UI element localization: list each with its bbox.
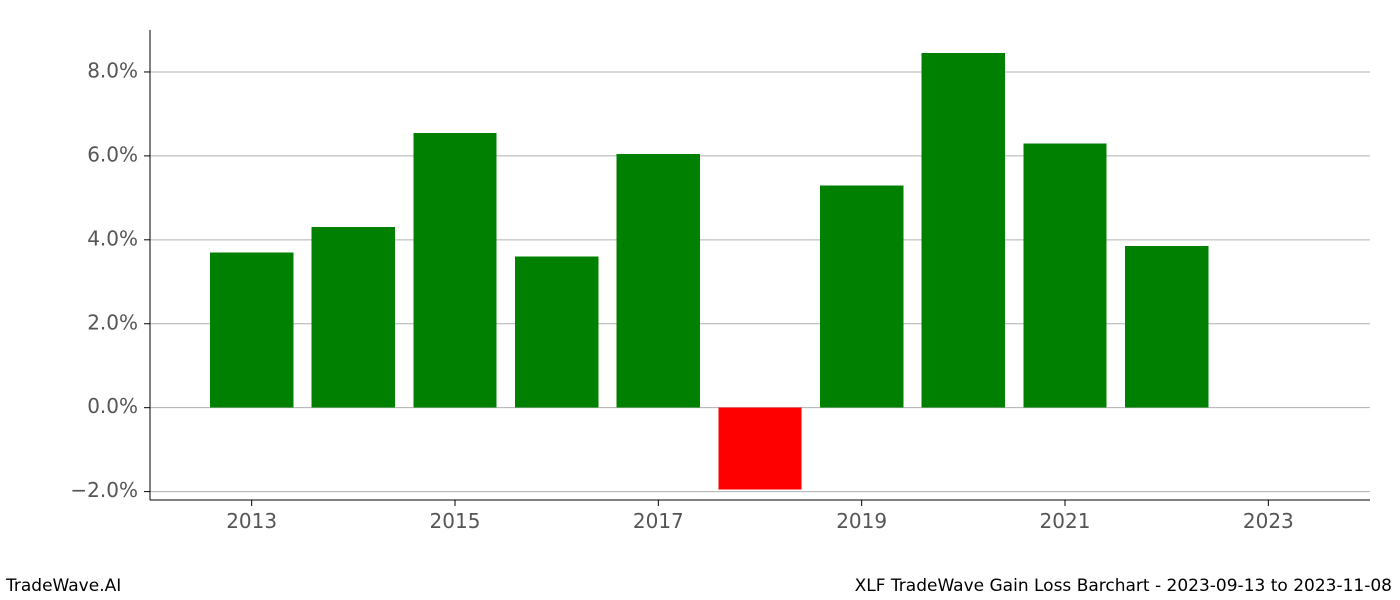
chart-svg: −2.0% 0.0% 2.0% 4.0% 6.0% 8.0% 2013 2015 2017 201…	[0, 0, 1400, 600]
x-tick-label: 2021	[1040, 509, 1091, 533]
bar-2013	[210, 252, 293, 407]
x-tick-label: 2023	[1243, 509, 1294, 533]
y-tick-label: 8.0%	[87, 58, 138, 82]
bar-2014	[312, 227, 395, 407]
footer-brand: TradeWave.AI	[6, 576, 121, 596]
y-tick-label: 4.0%	[87, 226, 138, 250]
x-tick-label: 2013	[226, 509, 277, 533]
bar-2015	[413, 133, 496, 408]
gain-loss-barchart: −2.0% 0.0% 2.0% 4.0% 6.0% 8.0% 2013 2015 2017 201…	[0, 0, 1400, 600]
bar-2020	[922, 53, 1005, 408]
bar-2019	[820, 185, 903, 407]
bar-2017	[617, 154, 700, 408]
bar-2021	[1023, 143, 1106, 407]
bar-2022	[1125, 246, 1208, 408]
bar-2018	[718, 408, 801, 490]
y-tick-label: 6.0%	[87, 142, 138, 166]
y-tick-label: 2.0%	[87, 310, 138, 334]
bar-2016	[515, 257, 598, 408]
x-tick-label: 2015	[430, 509, 481, 533]
y-tick-label: −2.0%	[70, 478, 138, 502]
x-tick-label: 2017	[633, 509, 684, 533]
y-tick-label: 0.0%	[87, 394, 138, 418]
x-tick-label: 2019	[836, 509, 887, 533]
footer-title: XLF TradeWave Gain Loss Barchart - 2023-…	[855, 576, 1392, 596]
